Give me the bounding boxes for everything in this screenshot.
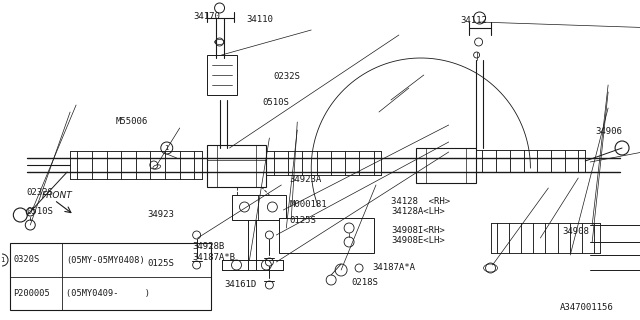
Text: 34908E<LH>: 34908E<LH>: [391, 236, 445, 244]
Text: 0125S: 0125S: [289, 216, 316, 225]
Text: 0232S: 0232S: [27, 188, 54, 196]
Text: 34187A*B: 34187A*B: [193, 253, 236, 262]
Text: 1: 1: [0, 257, 4, 263]
Text: 0510S: 0510S: [262, 98, 289, 107]
Text: M000181: M000181: [289, 200, 327, 209]
Text: 1: 1: [164, 145, 169, 151]
Text: 34923A: 34923A: [289, 175, 321, 184]
Text: 0125S: 0125S: [148, 260, 175, 268]
Text: 0320S: 0320S: [13, 255, 39, 265]
Text: 0510S: 0510S: [27, 207, 54, 216]
Text: 0232S: 0232S: [273, 72, 300, 81]
Text: (05MY-05MY0408): (05MY-05MY0408): [66, 255, 145, 265]
Bar: [207, 55, 237, 95]
Text: A347001156: A347001156: [560, 303, 614, 312]
Text: 0218S: 0218S: [352, 278, 379, 287]
Text: P200005: P200005: [13, 289, 50, 298]
Text: 34170: 34170: [194, 12, 221, 20]
Text: 34908: 34908: [562, 227, 589, 236]
Bar: [10, 243, 211, 310]
Text: 34161D: 34161D: [224, 280, 257, 289]
Text: 34128A<LH>: 34128A<LH>: [391, 207, 445, 216]
Bar: [416, 148, 476, 183]
Text: 34128  <RH>: 34128 <RH>: [391, 197, 451, 206]
Text: 34187A*A: 34187A*A: [372, 263, 415, 272]
Text: 34112: 34112: [460, 16, 487, 25]
Text: (05MY0409-     ): (05MY0409- ): [66, 289, 150, 298]
Text: 34906: 34906: [595, 127, 622, 136]
Text: FRONT: FRONT: [42, 190, 73, 199]
Bar: [207, 145, 266, 187]
Text: M55006: M55006: [116, 117, 148, 126]
Text: 34110: 34110: [246, 15, 273, 24]
Text: 34923: 34923: [148, 210, 175, 219]
Text: 34928B: 34928B: [193, 242, 225, 251]
Bar: [232, 195, 286, 220]
Text: 34908I<RH>: 34908I<RH>: [391, 226, 445, 235]
Bar: [279, 218, 374, 253]
